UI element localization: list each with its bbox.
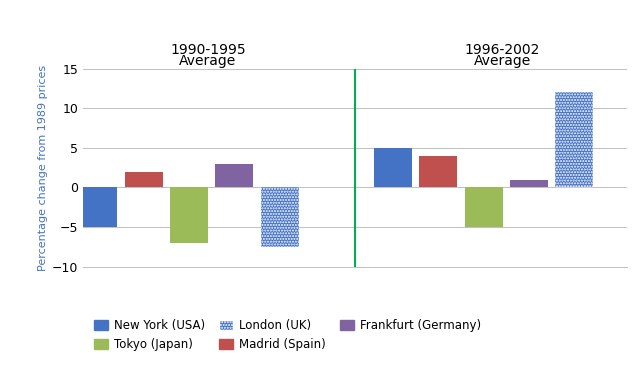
- Bar: [260, 187, 298, 247]
- Text: 1990-1995: 1990-1995: [170, 43, 246, 57]
- Bar: [510, 179, 548, 187]
- Bar: [170, 187, 208, 243]
- Text: Average: Average: [474, 54, 531, 68]
- Text: 1996-2002: 1996-2002: [465, 43, 540, 57]
- Bar: [419, 156, 457, 187]
- Bar: [79, 187, 117, 227]
- Bar: [465, 187, 502, 227]
- Legend: New York (USA), Tokyo (Japan), London (UK), Madrid (Spain), Frankfurt (Germany): New York (USA), Tokyo (Japan), London (U…: [89, 315, 486, 356]
- Bar: [125, 171, 163, 187]
- Bar: [216, 164, 253, 187]
- Y-axis label: Percentage change from 1989 prices: Percentage change from 1989 prices: [38, 64, 48, 271]
- Text: Average: Average: [179, 54, 237, 68]
- Bar: [556, 92, 593, 187]
- Bar: [374, 148, 412, 187]
